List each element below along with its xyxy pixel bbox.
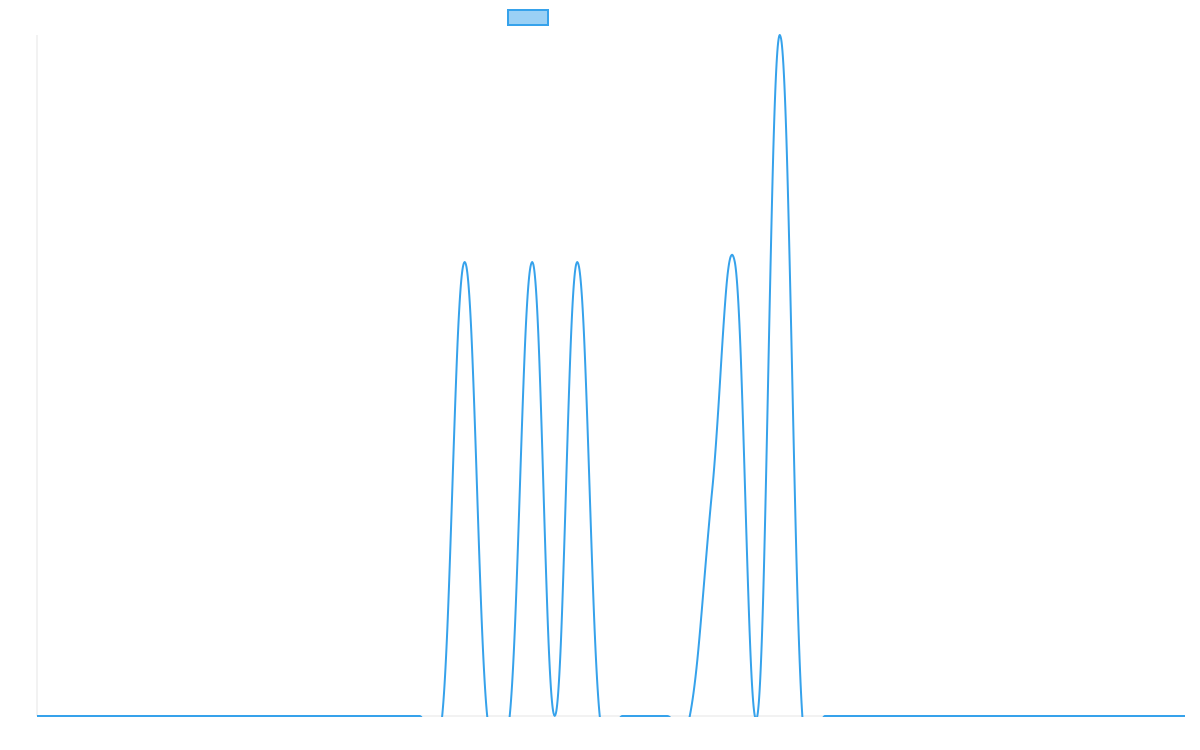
legend-swatch <box>507 9 549 26</box>
data-line <box>37 33 1185 717</box>
